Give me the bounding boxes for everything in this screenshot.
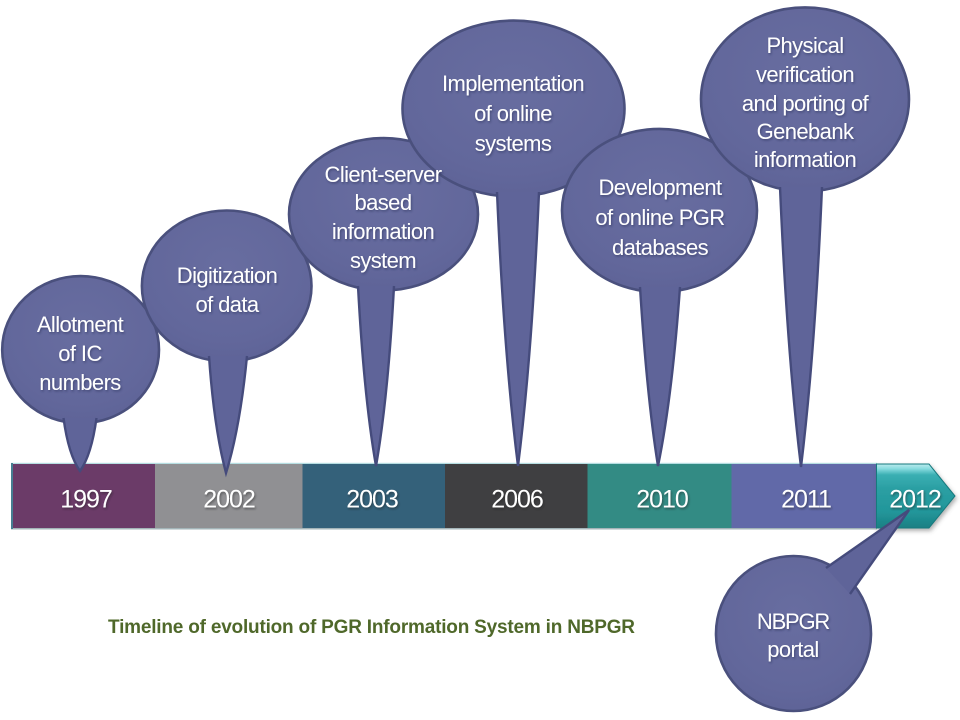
svg-text:2010: 2010 <box>636 486 688 514</box>
svg-text:systems: systems <box>475 131 552 156</box>
svg-text:1997: 1997 <box>60 486 112 514</box>
svg-text:Allotment: Allotment <box>37 312 124 337</box>
svg-text:based: based <box>355 190 412 215</box>
svg-text:Digitization: Digitization <box>177 263 277 288</box>
svg-text:information: information <box>332 219 434 244</box>
svg-text:Development: Development <box>598 175 722 200</box>
svg-text:2003: 2003 <box>346 486 398 514</box>
svg-text:numbers: numbers <box>39 370 121 395</box>
svg-text:system: system <box>350 248 416 273</box>
svg-text:2011: 2011 <box>781 486 831 514</box>
svg-text:2006: 2006 <box>491 486 543 514</box>
svg-text:of online PGR: of online PGR <box>595 205 724 230</box>
svg-text:2002: 2002 <box>203 486 255 514</box>
svg-text:of data: of data <box>195 292 259 317</box>
svg-text:Timeline of evolution of PGR I: Timeline of evolution of PGR Information… <box>108 617 635 638</box>
svg-text:Genebank: Genebank <box>757 119 855 144</box>
svg-text:verification: verification <box>756 62 854 87</box>
svg-text:Physical: Physical <box>766 33 843 58</box>
svg-text:NBPGR: NBPGR <box>757 609 830 634</box>
svg-text:2012: 2012 <box>889 486 941 514</box>
svg-text:and porting of: and porting of <box>742 91 870 116</box>
svg-text:of online: of online <box>474 101 552 126</box>
svg-text:information: information <box>754 147 856 172</box>
svg-text:databases: databases <box>612 235 709 260</box>
svg-text:of IC: of IC <box>58 341 102 366</box>
svg-text:Client-server: Client-server <box>325 162 442 187</box>
svg-text:portal: portal <box>767 637 818 662</box>
svg-text:Implementation: Implementation <box>442 71 584 96</box>
